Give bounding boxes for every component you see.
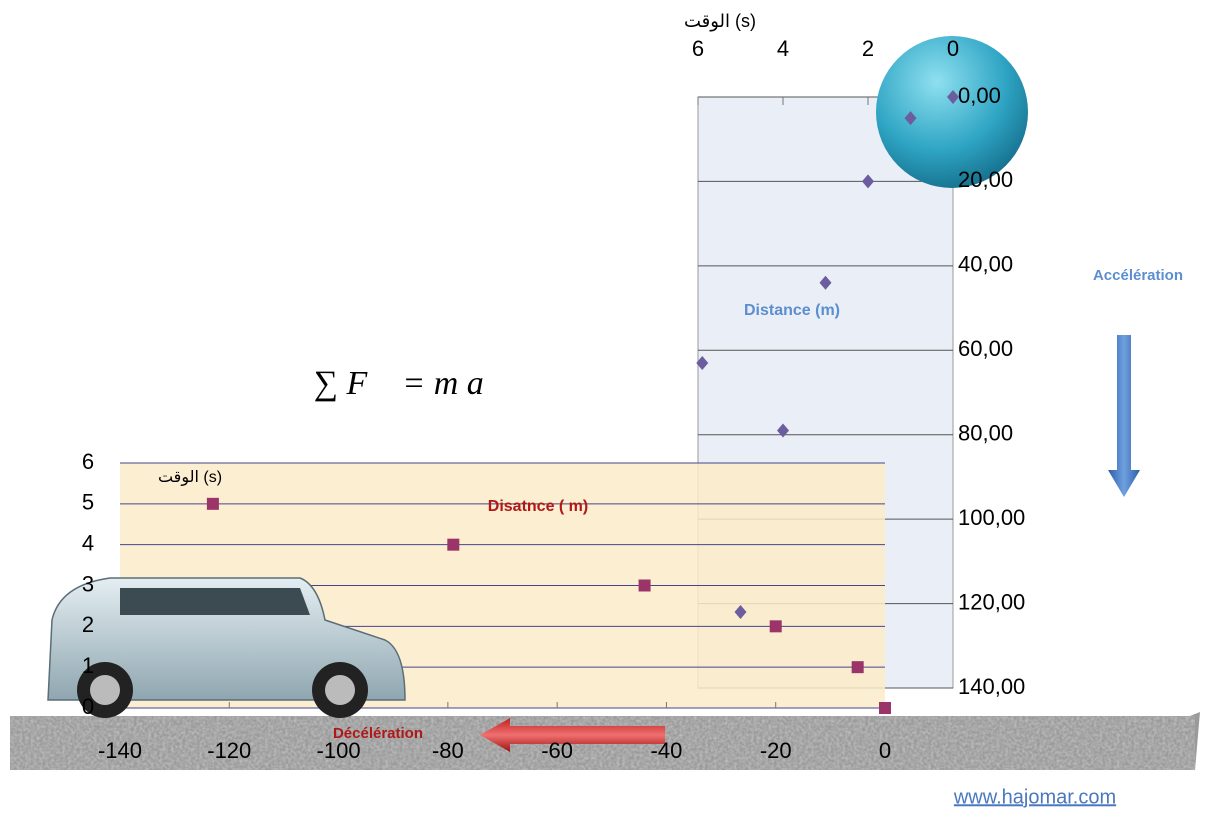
y-tick-label: 0	[82, 694, 94, 719]
y-tick-label: 40,00	[958, 252, 1013, 277]
y-axis-label: Distance (m)	[744, 302, 840, 319]
y-tick-label: 1	[82, 653, 94, 678]
data-point	[447, 539, 459, 551]
data-point	[770, 620, 782, 632]
y-tick-label: 0,00	[958, 83, 1001, 108]
y-tick-label: 60,00	[958, 336, 1013, 361]
y-axis-label: الوقت (s)	[158, 469, 222, 487]
y-tick-label: 2	[82, 612, 94, 637]
data-point	[879, 702, 891, 714]
x-tick-label: -120	[207, 738, 251, 763]
x-tick-label: -100	[317, 738, 361, 763]
y-tick-label: 3	[82, 571, 94, 596]
x-tick-label: 4	[777, 36, 789, 61]
y-tick-label: 4	[82, 530, 94, 555]
formula: ∑ F⃗ = m a⃗	[314, 365, 510, 402]
y-tick-label: 20,00	[958, 167, 1013, 192]
data-point	[639, 580, 651, 592]
x-tick-label: 6	[692, 36, 704, 61]
x-tick-label: -40	[651, 738, 683, 763]
y-tick-label: 120,00	[958, 589, 1025, 614]
y-tick-label: 140,00	[958, 674, 1025, 699]
x-tick-label: -20	[760, 738, 792, 763]
x-tick-label: 0	[879, 738, 891, 763]
acceleration-label: Accélération	[1093, 267, 1183, 284]
x-axis-label: Disatnce ( m)	[488, 498, 588, 515]
x-axis-label: الوقت (s)	[684, 11, 756, 32]
x-tick-label: 0	[947, 36, 959, 61]
slide: ∑ F⃗ = m a⃗ Accélération Décélération ww…	[0, 0, 1216, 832]
y-tick-label: 100,00	[958, 505, 1025, 530]
acceleration-arrow	[1108, 335, 1140, 497]
x-tick-label: -140	[98, 738, 142, 763]
y-tick-label: 80,00	[958, 421, 1013, 446]
y-tick-label: 5	[82, 490, 94, 515]
website-link[interactable]: www.hajomar.com	[953, 786, 1116, 808]
data-point	[852, 661, 864, 673]
x-tick-label: -80	[432, 738, 464, 763]
x-tick-label: -60	[541, 738, 573, 763]
y-tick-label: 6	[82, 449, 94, 474]
data-point	[207, 498, 219, 510]
x-tick-label: 2	[862, 36, 874, 61]
